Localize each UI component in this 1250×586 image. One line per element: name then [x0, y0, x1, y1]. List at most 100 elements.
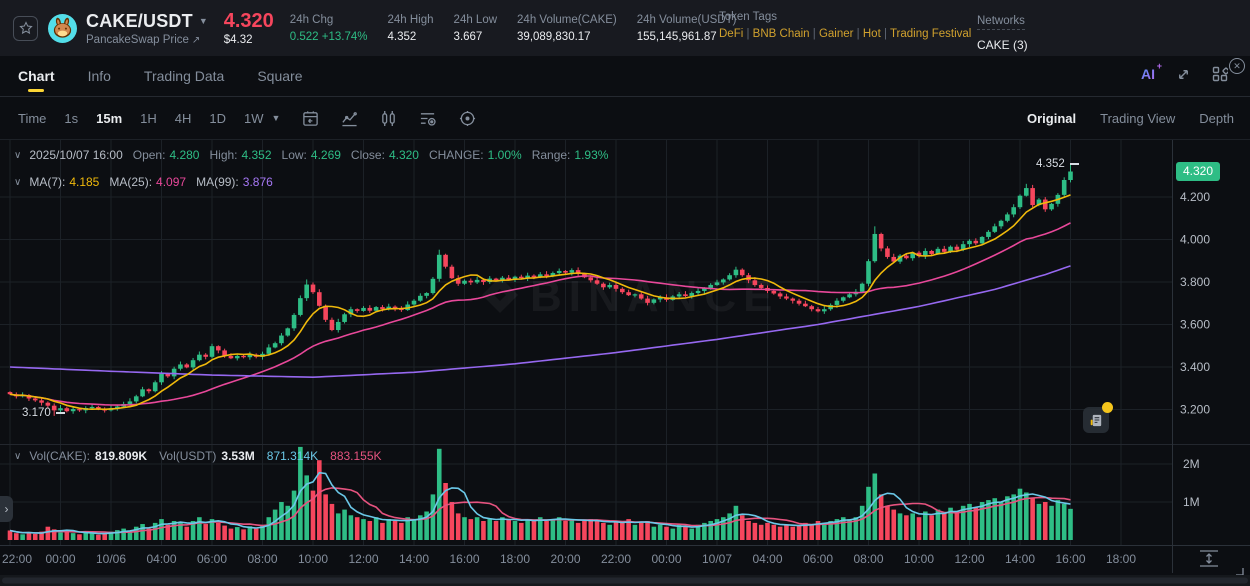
candles-icon[interactable] [380, 110, 397, 127]
view-trading-view[interactable]: Trading View [1100, 110, 1176, 126]
candle-body [512, 276, 518, 280]
tab-square[interactable]: Square [257, 68, 303, 84]
volume-bar [493, 521, 499, 540]
candle-body [910, 252, 915, 259]
volume-bar [77, 534, 82, 540]
ai-assistant-icon[interactable]: AI + [1141, 61, 1162, 82]
price-block: 4.320 $4.32 [224, 10, 274, 46]
candle-body [481, 279, 486, 282]
token-tag-bnb-chain[interactable]: BNB Chain [753, 28, 819, 40]
token-tag-gainer[interactable]: Gainer [819, 28, 863, 40]
candle-body [1036, 199, 1042, 206]
fiat-price: $4.32 [223, 34, 253, 46]
volume-bar [146, 528, 152, 540]
volume-bar [897, 513, 903, 540]
marker-dash [1069, 163, 1079, 165]
tab-chart[interactable]: Chart [18, 56, 55, 96]
notification-dot [1102, 402, 1113, 413]
candle-body [569, 270, 575, 273]
pair-selector[interactable]: CAKE/USDT [86, 11, 208, 32]
volume-bar [228, 528, 234, 540]
volume-bar [500, 517, 505, 540]
interval-1w[interactable]: 1W [244, 110, 264, 126]
vol-ma-fast-value: 871.314K [266, 449, 319, 463]
candle-body [613, 284, 619, 289]
token-tag-defi[interactable]: DeFi [719, 28, 753, 40]
volume-bar [746, 521, 751, 540]
scrollbar-handle[interactable] [2, 577, 1248, 584]
favorite-button[interactable] [13, 15, 38, 41]
corner-resize-icon[interactable] [1236, 568, 1244, 576]
stat-value: 155,145,961.87 [636, 30, 717, 43]
token-tag-trading-festival[interactable]: Trading Festival [889, 28, 972, 40]
volume-bar [1030, 498, 1035, 540]
volume-bar [171, 521, 177, 540]
candle-body [241, 355, 246, 358]
stat-24h-volume-cake-: 24h Volume(CAKE) 39,089,830.17 [517, 14, 617, 43]
tab-info[interactable]: Info [87, 68, 111, 84]
candle-body [317, 292, 322, 306]
interval-1s[interactable]: 1s [64, 110, 79, 126]
ohlc-item-value: 4.269 [310, 148, 341, 162]
candle-body [455, 278, 461, 284]
collapse-chevron-icon[interactable] [14, 177, 21, 188]
price-source-link[interactable]: PancakeSwap Price [86, 34, 208, 46]
stat-24h-low: 24h Low 3.667 [454, 14, 497, 43]
interval-1d[interactable]: 1D [209, 110, 227, 126]
volume-bar [973, 507, 979, 540]
volume-bar [607, 524, 612, 540]
volume-bar [405, 517, 410, 540]
volume-bar [1036, 503, 1042, 540]
time-tick-label: 12:00 [954, 552, 984, 566]
axis-scale-icon[interactable] [1200, 550, 1218, 567]
interval-1h[interactable]: 1H [140, 110, 157, 126]
close-icon[interactable] [1229, 58, 1245, 74]
stat-value: 0.522 +13.74% [289, 30, 368, 43]
interval-4h[interactable]: 4H [174, 110, 192, 126]
date-range-icon[interactable] [302, 110, 319, 127]
indicators-icon[interactable] [419, 110, 437, 127]
volume-tick-label: 2M [1183, 457, 1200, 471]
volume-bar [815, 521, 821, 540]
ohlc-values: Open: 4.280 High: 4.352 Low: 4.269 Close: 4.320… [133, 148, 619, 162]
fullscreen-expand-icon[interactable] [1176, 67, 1191, 82]
candle-body [544, 274, 549, 277]
volume-bar [39, 531, 44, 540]
volume-bar [159, 519, 164, 540]
volume-bar [777, 526, 783, 540]
ma-item-label: MA(99): [196, 175, 239, 189]
collapse-chevron-icon[interactable] [14, 451, 21, 462]
candle-body [721, 279, 726, 283]
token-tags-block: Token Tags DeFiBNB ChainGainerHotTrading… [719, 11, 971, 40]
chart-settings-icon[interactable] [459, 110, 476, 127]
volume-bar [525, 519, 530, 540]
high-price-marker: 4.352 [1036, 158, 1079, 170]
candle-body [645, 298, 650, 303]
volume-bar [247, 526, 253, 540]
view-original[interactable]: Original [1027, 110, 1077, 126]
volume-bar [840, 517, 846, 540]
pane-expander-handle[interactable] [0, 496, 13, 522]
candle-body [89, 406, 95, 409]
time-tick-label: 04:00 [146, 552, 176, 566]
volume-bar [594, 521, 600, 540]
interval-15m[interactable]: 15m [96, 110, 123, 126]
candle-body [380, 307, 385, 309]
candle-body [443, 254, 448, 267]
volume-bar [771, 524, 777, 540]
token-tag-hot[interactable]: Hot [863, 28, 890, 40]
volume-bar [809, 524, 814, 540]
stat-label: 24h Volume(USDT) [636, 13, 737, 26]
candle-body [462, 280, 467, 284]
line-chart-icon[interactable] [341, 110, 358, 127]
volume-bar [418, 515, 423, 540]
news-widget-button[interactable] [1083, 402, 1113, 433]
apps-grid-icon[interactable] [1212, 66, 1228, 82]
volume-bar [556, 517, 562, 540]
networks-value[interactable]: CAKE (3) [977, 38, 1028, 52]
tab-trading-data[interactable]: Trading Data [143, 68, 225, 84]
ohlc-item-value: 1.00% [487, 148, 522, 162]
collapse-chevron-icon[interactable] [14, 150, 21, 161]
view-depth[interactable]: Depth [1199, 110, 1234, 126]
chart-canvas[interactable]: BINANCE 4.200 4.000 3.800 3.600 3.400 3.200 2M 1… [0, 140, 1250, 586]
